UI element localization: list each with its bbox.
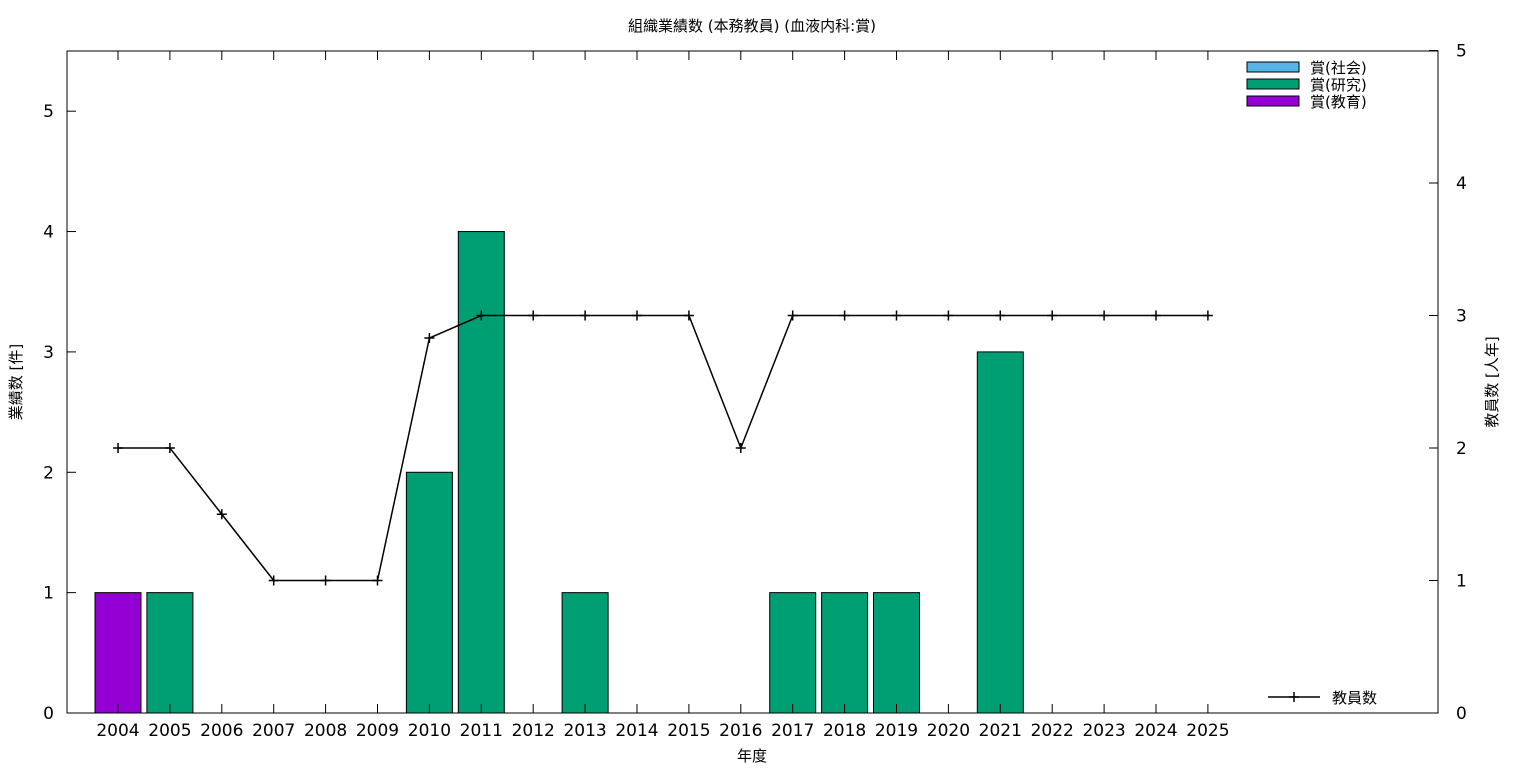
bar (976, 351, 1024, 714)
x-tick-label: 2017 (771, 721, 814, 741)
bar (146, 592, 194, 714)
axes-layer: 0 1 2 3 4 5 0 1 2 3 4 5 2004 2005 2006 2007 2008 2009 2010… (43, 42, 1467, 742)
bar (769, 592, 817, 714)
x-tick-label: 2024 (1134, 721, 1177, 741)
y2-tick-label: 0 (1456, 704, 1467, 724)
bar (457, 231, 505, 714)
faculty-line (118, 314, 1208, 582)
y-tick-label: 3 (43, 343, 54, 363)
legend-label: 賞(社会) (1310, 59, 1367, 77)
line-point (1202, 310, 1213, 321)
line-point (1099, 310, 1110, 321)
line-point (476, 310, 487, 321)
line-point (995, 310, 1006, 321)
y-tick-label: 0 (43, 704, 54, 724)
legend-swatch (1246, 61, 1300, 73)
legend-swatch (1246, 78, 1300, 90)
line-point (268, 575, 279, 586)
x-tick-label: 2006 (200, 721, 243, 741)
line-point (632, 310, 642, 321)
legend: 賞(社会)賞(研究)賞(教育) (1246, 59, 1367, 111)
x-tick-label: 2015 (667, 721, 710, 741)
x-tick-label: 2014 (615, 721, 658, 741)
line-point (943, 310, 954, 321)
x-tick-label: 2022 (1031, 721, 1074, 741)
line-point (1047, 310, 1058, 321)
plot-frame (66, 50, 1439, 714)
line-point (372, 575, 383, 586)
line-point (839, 310, 850, 321)
line-point (113, 443, 123, 453)
x-tick-label: 2013 (563, 721, 606, 741)
y2-tick-label: 1 (1456, 572, 1467, 592)
y-tick-label: 2 (43, 463, 54, 483)
line-point (580, 310, 591, 321)
x-tick-label: 2010 (408, 721, 451, 741)
bar (405, 471, 453, 714)
x-tick-label: 2012 (512, 721, 555, 741)
bar (94, 592, 142, 714)
x-tick-label: 2025 (1186, 721, 1229, 741)
x-tick-label: 2016 (719, 721, 762, 741)
line-legend-marker (1289, 692, 1299, 702)
line-legend: 教員数 (1268, 689, 1377, 707)
bar (561, 592, 609, 714)
x-tick-label: 2004 (96, 721, 139, 741)
y-tick-label: 5 (43, 102, 54, 122)
x-tick-label: 2007 (252, 721, 295, 741)
legend-swatch (1246, 95, 1300, 107)
x-tick-label: 2008 (304, 721, 347, 741)
line-point (216, 509, 227, 520)
legend-label: 賞(教育) (1310, 93, 1367, 111)
x-tick-label: 2009 (356, 721, 399, 741)
line-point (1151, 310, 1161, 321)
y2-axis-label: 教員数 [人年] (1483, 336, 1501, 427)
x-tick-label: 2011 (460, 721, 503, 741)
y2-tick-label: 3 (1456, 307, 1467, 327)
x-tick-label: 2020 (927, 721, 970, 741)
line-point (528, 310, 539, 321)
line-point (735, 443, 746, 453)
x-axis-label: 年度 (737, 747, 767, 765)
bar (873, 592, 920, 714)
x-tick-label: 2023 (1082, 721, 1125, 741)
line-point (787, 310, 798, 321)
y-tick-label: 1 (43, 584, 54, 604)
y2-tick-label: 5 (1456, 42, 1467, 62)
y-tick-label: 4 (43, 223, 54, 243)
line-point (424, 333, 435, 344)
y-axis-label: 業績数 [件] (7, 344, 25, 420)
line-legend-label: 教員数 (1332, 689, 1377, 707)
y2-tick-label: 4 (1456, 174, 1467, 194)
x-tick-label: 2018 (823, 721, 866, 741)
y2-tick-label: 2 (1456, 439, 1467, 459)
line-point (164, 443, 175, 453)
line-point (320, 575, 331, 586)
line-layer (113, 310, 1213, 586)
bars-layer (94, 231, 1024, 714)
x-tick-label: 2021 (979, 721, 1022, 741)
line-point (891, 310, 902, 321)
chart-title: 組織業績数 (本務教員) (血液内科:賞) (628, 17, 876, 35)
legend-label: 賞(研究) (1310, 76, 1367, 94)
bar (821, 592, 869, 714)
line-point (683, 310, 694, 321)
x-tick-label: 2019 (875, 721, 918, 741)
x-tick-label: 2005 (148, 721, 191, 741)
